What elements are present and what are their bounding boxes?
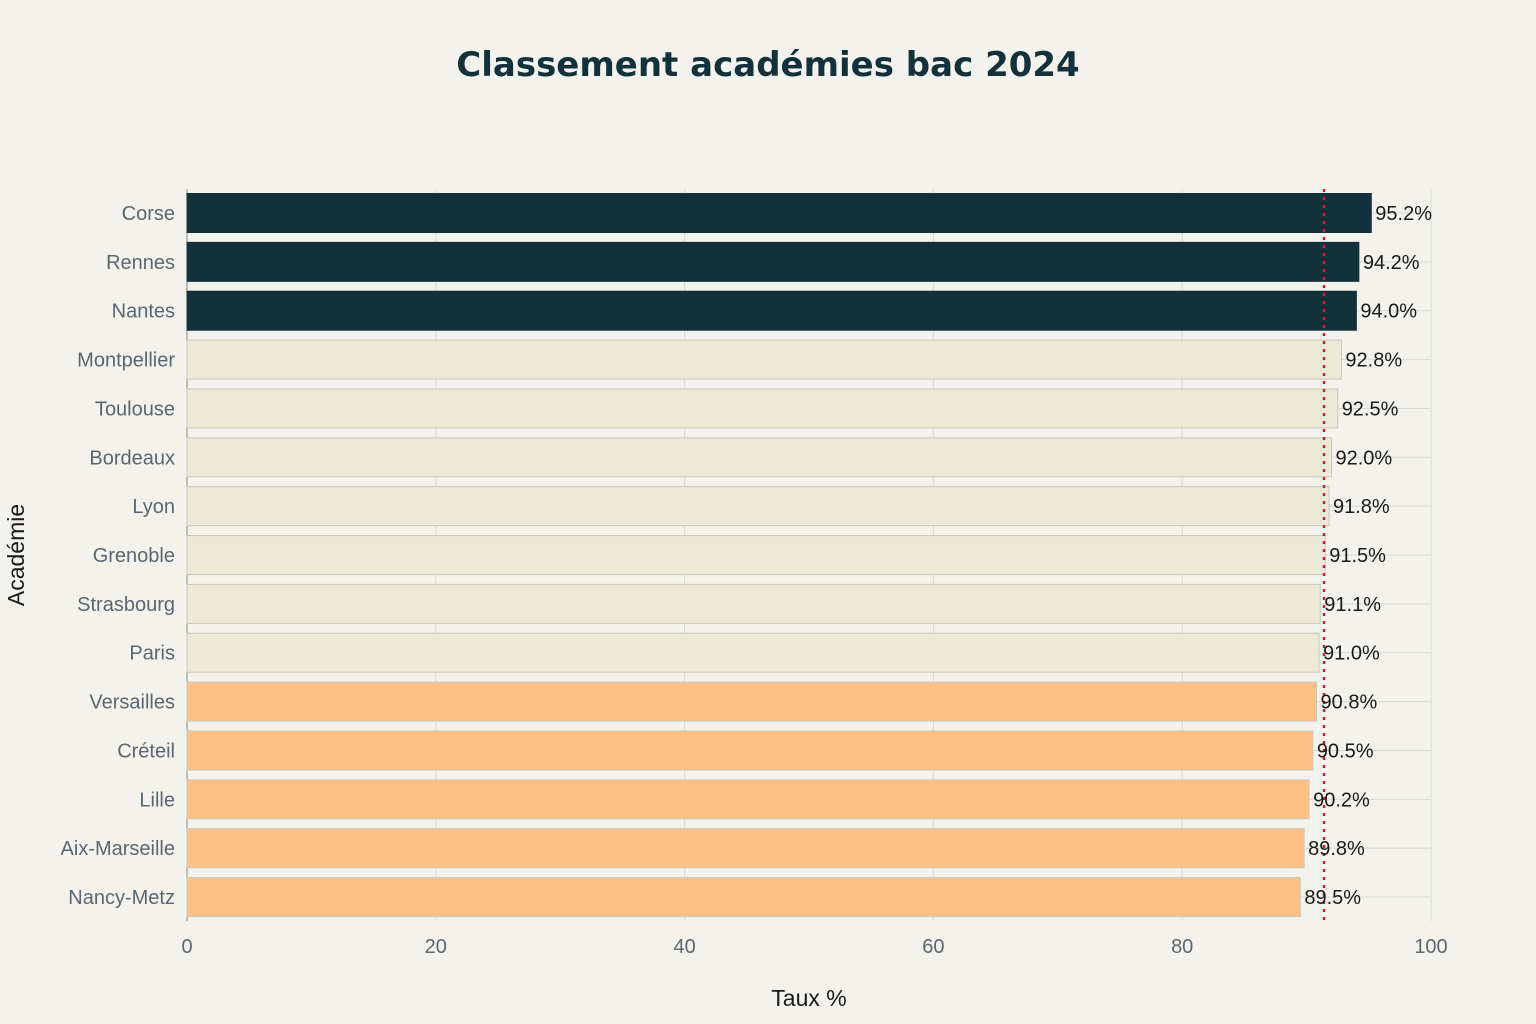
value-label: 91.1% <box>1324 594 1381 616</box>
bar <box>186 632 1320 673</box>
category-label: Grenoble <box>93 545 175 567</box>
value-label: 89.5% <box>1304 887 1361 909</box>
value-label: 91.8% <box>1333 496 1390 518</box>
category-label: Nancy-Metz <box>68 887 175 909</box>
bar <box>186 681 1318 722</box>
value-label: 92.0% <box>1335 447 1392 469</box>
bar <box>186 779 1310 820</box>
category-label: Montpellier <box>77 350 175 372</box>
value-label: 95.2% <box>1375 203 1432 225</box>
value-label: 90.5% <box>1317 740 1374 762</box>
value-label: 89.8% <box>1308 838 1365 860</box>
x-tick-label: 40 <box>673 936 695 958</box>
value-label: 90.8% <box>1321 692 1378 714</box>
bar <box>186 193 1372 233</box>
chart-title: Classement académies bac 2024 <box>456 45 1079 85</box>
category-label: Créteil <box>117 740 175 762</box>
category-label: Nantes <box>112 301 175 323</box>
x-tick-label: 0 <box>181 936 192 958</box>
bar <box>186 583 1321 624</box>
y-axis-title: Académie <box>3 504 29 606</box>
x-tick-label: 100 <box>1414 936 1447 958</box>
category-label: Lille <box>139 789 175 811</box>
category-label: Rennes <box>106 252 175 274</box>
x-tick-label: 60 <box>922 936 944 958</box>
category-label: Paris <box>129 643 175 665</box>
value-label: 91.5% <box>1329 545 1386 567</box>
bar <box>186 437 1332 478</box>
x-tick-label: 20 <box>425 936 447 958</box>
bar <box>186 730 1314 771</box>
category-label: Lyon <box>132 496 175 518</box>
value-label: 92.8% <box>1345 350 1402 372</box>
category-label: Aix-Marseille <box>61 838 175 860</box>
value-label: 92.5% <box>1342 398 1399 420</box>
bar <box>186 290 1357 331</box>
category-label: Strasbourg <box>77 594 175 616</box>
bar <box>186 388 1339 429</box>
category-label: Bordeaux <box>89 447 175 469</box>
bar <box>186 241 1360 282</box>
x-tick-label: 80 <box>1171 936 1193 958</box>
bar <box>186 535 1326 576</box>
bars <box>186 193 1372 918</box>
category-label: Corse <box>122 203 175 225</box>
bar <box>186 486 1330 527</box>
category-label: Versailles <box>89 692 175 714</box>
labels: 0 20 40 60 80 100 Corse 95.2% Rennes 94.2% Nantes 9… <box>61 203 1448 958</box>
value-label: 94.2% <box>1363 252 1420 274</box>
category-label: Toulouse <box>95 398 175 420</box>
x-axis-title: Taux % <box>771 985 846 1011</box>
value-label: 91.0% <box>1323 643 1380 665</box>
value-label: 94.0% <box>1360 301 1417 323</box>
bar <box>186 828 1305 869</box>
bar <box>186 877 1301 918</box>
value-label: 90.2% <box>1313 789 1370 811</box>
bar <box>186 339 1342 380</box>
